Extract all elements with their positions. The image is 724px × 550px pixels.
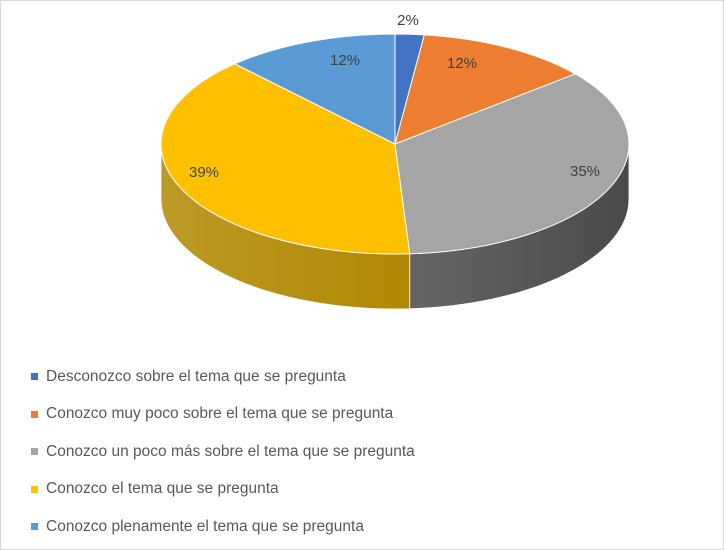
legend-swatch bbox=[31, 448, 38, 456]
legend-label: Conozco muy poco sobre el tema que se pr… bbox=[46, 405, 394, 423]
data-label: 2% bbox=[397, 12, 419, 29]
data-label: 12% bbox=[447, 55, 477, 72]
data-label: 12% bbox=[330, 52, 360, 69]
pie-slice bbox=[233, 33, 396, 145]
legend-item: Conozco el tema que se pregunta bbox=[31, 471, 415, 509]
legend-label: Conozco el tema que se pregunta bbox=[46, 480, 279, 498]
legend-item: Conozco plenamente el tema que se pregun… bbox=[31, 508, 415, 546]
legend: Desconozco sobre el tema que se pregunta… bbox=[31, 358, 415, 546]
legend-label: Desconozco sobre el tema que se pregunta bbox=[46, 367, 346, 385]
legend-swatch bbox=[31, 410, 38, 418]
legend-swatch bbox=[31, 485, 38, 493]
legend-label: Conozco un poco más sobre el tema que se… bbox=[46, 442, 415, 460]
legend-swatch bbox=[31, 523, 38, 531]
data-label: 39% bbox=[189, 164, 219, 181]
legend-label: Conozco plenamente el tema que se pregun… bbox=[46, 517, 364, 535]
legend-item: Conozco muy poco sobre el tema que se pr… bbox=[31, 396, 415, 434]
pie-slice bbox=[394, 73, 630, 255]
pie-slice bbox=[394, 34, 577, 145]
legend-swatch bbox=[31, 373, 38, 381]
legend-item: Conozco un poco más sobre el tema que se… bbox=[31, 433, 415, 471]
legend-item: Desconozco sobre el tema que se pregunta bbox=[31, 358, 415, 396]
data-label: 35% bbox=[570, 163, 600, 180]
pie-chart: 2% 12% 35% 39% 12% bbox=[160, 12, 630, 310]
pie-slice bbox=[160, 63, 411, 255]
